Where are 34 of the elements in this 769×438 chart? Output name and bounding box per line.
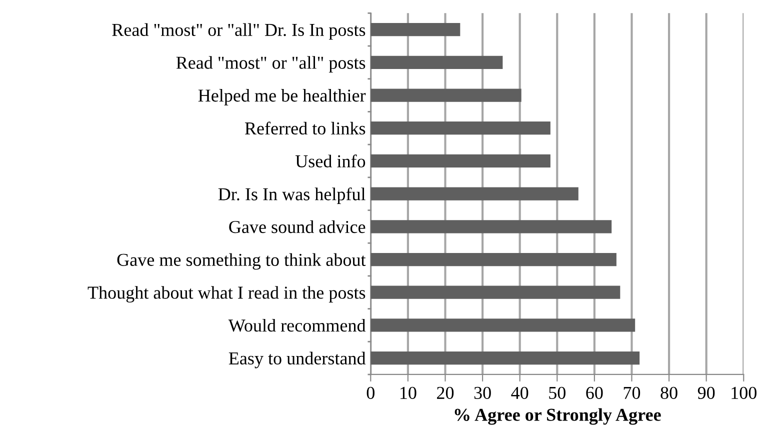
x-tick-label: 0 [366,386,374,399]
bar [370,88,522,102]
x-tick-label: 100 [732,386,756,399]
y-tick-label: Gave sound advice [229,220,366,234]
x-tick-label: 20 [437,386,454,399]
bar [370,351,640,365]
bar [370,154,550,168]
x-tick-label: 80 [660,386,678,399]
y-tick-label: Used info [295,154,366,168]
y-tick-label: Gave me something to think about [117,253,366,270]
bar [370,220,612,234]
bar [370,22,460,36]
x-axis-title: % Agree or Strongly Agree [454,408,661,425]
x-tick-label: 70 [624,386,640,399]
bar [370,286,620,299]
y-tick-label: Read "most" or "all" Dr. Is In posts [112,23,366,40]
x-tick-label: 30 [474,386,491,399]
bar [370,56,503,69]
y-tick-label: Easy to understand [228,352,366,368]
y-tick-label: Referred to links [244,122,366,135]
x-tick-label: 40 [511,386,528,399]
x-tick-label: 60 [586,386,603,399]
y-tick-label: Would recommend [228,318,366,332]
x-tick-label: 50 [549,386,566,399]
y-tick-label: Dr. Is In was helpful [218,187,366,204]
y-tick-label: Helped me be healthier [198,89,366,106]
bar [370,187,578,200]
x-tick-label: 90 [698,386,715,399]
bar [370,318,636,332]
y-tick-label: Thought about what I read in the posts [88,286,366,303]
bar [370,252,616,266]
x-tick-label: 10 [400,386,416,399]
y-tick-label: Read "most" or "all" posts [176,56,366,73]
bar [370,122,550,135]
